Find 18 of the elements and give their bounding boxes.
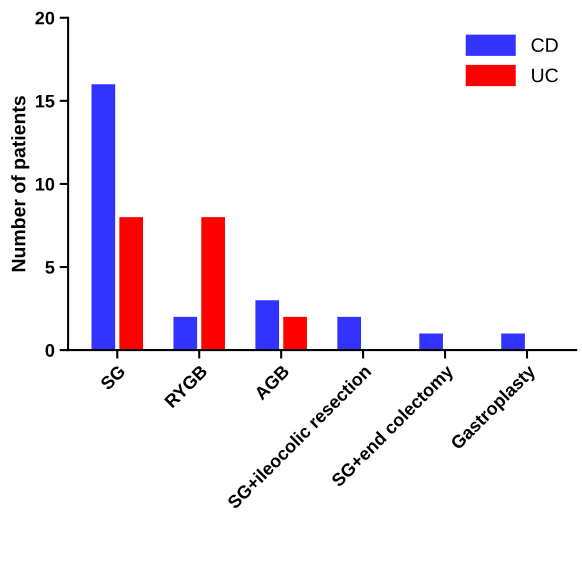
bar <box>501 333 525 350</box>
bar <box>119 217 144 350</box>
legend-label: UC <box>532 68 558 82</box>
bar <box>419 333 443 350</box>
bar <box>283 316 307 350</box>
x-tick-label: SG <box>100 364 126 391</box>
y-tick-label: 10 <box>36 178 54 191</box>
bar <box>337 316 362 350</box>
bar <box>173 316 198 350</box>
y-tick-label: 5 <box>45 261 54 274</box>
y-axis-title: Number of patients <box>11 96 30 272</box>
bar <box>91 84 116 350</box>
legend-label: CD <box>532 38 558 52</box>
y-tick-label: 20 <box>35 12 54 24</box>
bar <box>201 217 225 350</box>
y-tick-label: 0 <box>46 344 54 357</box>
y-tick-label: 15 <box>36 94 54 108</box>
bar <box>255 300 280 350</box>
